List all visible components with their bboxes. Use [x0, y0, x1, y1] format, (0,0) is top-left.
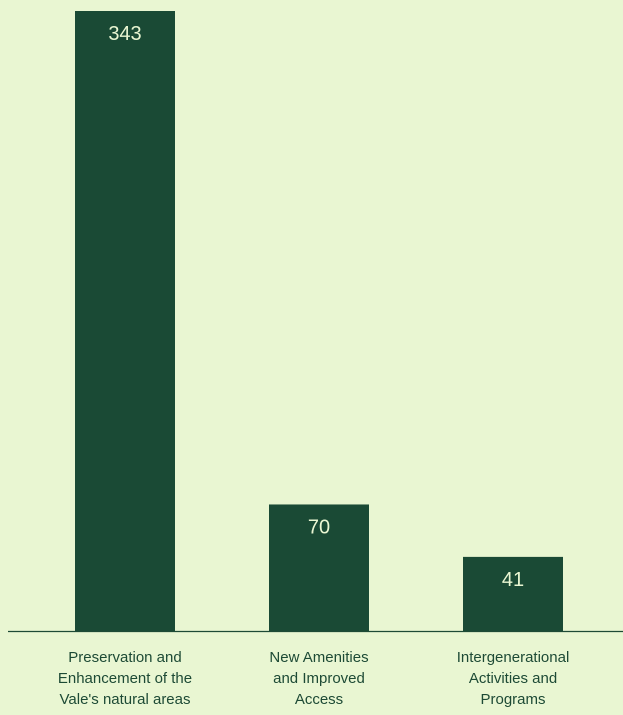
category-label-group: Preservation and Enhancement of the Vale's…: [58, 649, 569, 708]
bar-value-label-3: 41: [502, 569, 524, 591]
category-label-2-line-3: Access: [295, 691, 343, 708]
bar-group: [75, 11, 563, 631]
bar-3: [463, 556, 563, 631]
bar-value-label-2: 70: [308, 516, 330, 538]
category-label-2-line-1: New Amenities: [269, 649, 368, 666]
bar-value-label-1: 343: [108, 23, 141, 45]
category-label-3-line-3: Programs: [480, 691, 545, 708]
category-label-1-line-2: Enhancement of the: [58, 670, 192, 687]
bar-1: [75, 11, 175, 631]
category-label-2-line-2: and Improved: [273, 670, 365, 687]
category-label-3-line-1: Intergenerational: [457, 649, 570, 666]
category-label-1-line-1: Preservation and: [68, 649, 181, 666]
bar-2: [269, 504, 369, 631]
category-label-3-line-2: Activities and: [469, 670, 557, 687]
value-label-group: 343 70 41: [108, 23, 524, 591]
category-label-1-line-3: Vale's natural areas: [60, 691, 191, 708]
